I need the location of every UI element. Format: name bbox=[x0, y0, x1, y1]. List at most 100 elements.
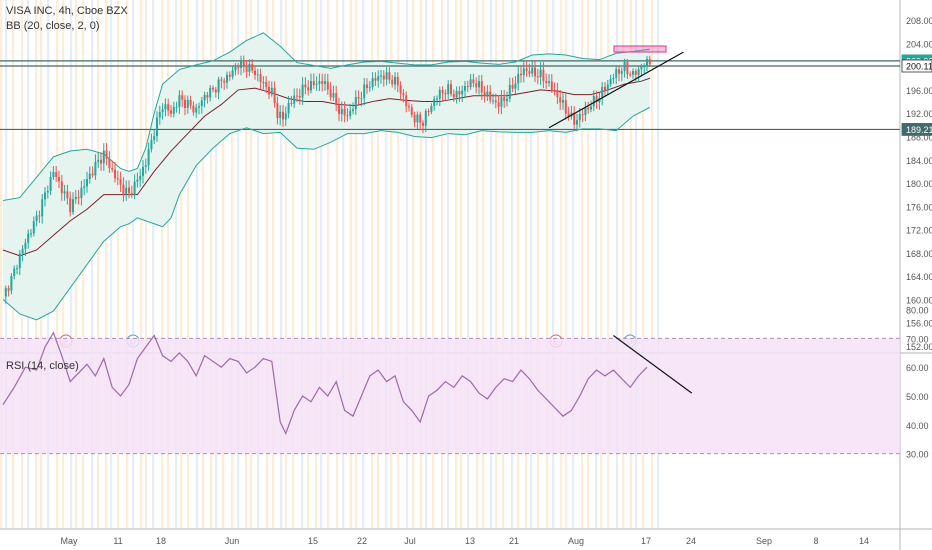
session-stripe bbox=[12, 0, 15, 352]
candle-body bbox=[156, 117, 158, 137]
candle-body bbox=[553, 89, 556, 91]
session-stripe bbox=[530, 0, 533, 352]
candle-body bbox=[486, 91, 489, 96]
session-stripe bbox=[222, 0, 225, 352]
candle-body bbox=[91, 173, 94, 176]
session-stripe bbox=[432, 0, 435, 352]
candle-body bbox=[405, 95, 408, 107]
session-stripe bbox=[237, 0, 240, 352]
candle-body bbox=[472, 79, 475, 84]
candle-body bbox=[464, 86, 466, 91]
candle-body bbox=[312, 81, 315, 85]
candle-body bbox=[158, 111, 161, 118]
candle-body bbox=[542, 69, 545, 81]
candle-body bbox=[175, 106, 178, 108]
candle-body bbox=[111, 168, 114, 170]
bb-legend[interactable]: BB (20, close, 2, 0) bbox=[6, 20, 104, 32]
candle-body bbox=[326, 81, 329, 90]
session-stripe bbox=[581, 0, 584, 352]
symbol-legend[interactable]: VISA INC, 4h, Cboe BZX bbox=[6, 5, 132, 17]
session-stripe bbox=[285, 0, 288, 352]
candle-body bbox=[200, 100, 203, 107]
candle-body bbox=[192, 105, 195, 113]
candle-body bbox=[44, 192, 46, 200]
candle-body bbox=[604, 86, 606, 91]
price-tick-label: 152.00 bbox=[906, 342, 932, 352]
candle-body bbox=[203, 94, 206, 101]
candle-body bbox=[10, 276, 13, 291]
rsi-legend[interactable]: RSI (14, close) bbox=[6, 360, 83, 372]
candle-body bbox=[598, 97, 601, 103]
candle-body bbox=[237, 67, 240, 69]
candle-body bbox=[332, 93, 335, 98]
candle-body bbox=[315, 83, 318, 85]
time-tick-label: 24 bbox=[686, 536, 696, 546]
candle-body bbox=[284, 113, 287, 120]
candle-body bbox=[24, 242, 27, 249]
candle-body bbox=[226, 74, 228, 83]
candle-body bbox=[559, 97, 562, 103]
session-stripe bbox=[27, 0, 30, 352]
symbol-title: VISA INC, 4h, Cboe BZX bbox=[6, 5, 128, 17]
session-stripe bbox=[635, 0, 638, 352]
candle-body bbox=[388, 72, 391, 80]
price-tick-label: 160.00 bbox=[906, 295, 932, 305]
candle-body bbox=[422, 122, 424, 126]
candle-body bbox=[262, 81, 265, 83]
session-stripe bbox=[342, 0, 345, 352]
time-tick-label: Jun bbox=[225, 536, 240, 546]
session-stripe bbox=[210, 0, 213, 352]
candle-body bbox=[480, 81, 483, 93]
candle-body bbox=[304, 84, 307, 88]
session-stripe bbox=[35, 0, 38, 352]
session-stripe bbox=[371, 0, 374, 352]
candle-body bbox=[461, 90, 464, 95]
candle-body bbox=[478, 81, 480, 88]
candle-body bbox=[382, 75, 385, 80]
candle-body bbox=[198, 106, 200, 108]
candle-body bbox=[301, 84, 304, 98]
candle-body bbox=[80, 187, 83, 198]
candle-body bbox=[629, 74, 632, 76]
candle-body bbox=[298, 95, 301, 98]
price-tick-label: 188.00 bbox=[906, 132, 932, 142]
time-tick-label: 15 bbox=[308, 536, 318, 546]
candle-body bbox=[268, 86, 270, 95]
candle-body bbox=[270, 87, 273, 95]
session-stripe bbox=[301, 0, 304, 352]
time-tick-label: 8 bbox=[813, 536, 818, 546]
session-stripe bbox=[385, 0, 388, 352]
session-stripe bbox=[336, 0, 339, 352]
candle-body bbox=[517, 73, 520, 84]
candle-body bbox=[374, 78, 377, 81]
candle-body bbox=[100, 159, 102, 164]
candle-body bbox=[83, 186, 86, 188]
time-tick-label: Sep bbox=[756, 536, 772, 546]
session-stripe bbox=[616, 0, 619, 352]
candle-body bbox=[186, 99, 189, 109]
candle-body bbox=[506, 98, 508, 102]
candle-body bbox=[500, 97, 503, 107]
candle-body bbox=[228, 74, 231, 77]
bb-lower-line bbox=[2, 106, 651, 321]
candle-body bbox=[394, 76, 396, 85]
candle-body bbox=[130, 193, 133, 196]
candle-body bbox=[363, 84, 366, 99]
session-stripe bbox=[622, 0, 625, 352]
candle-body bbox=[195, 107, 198, 113]
session-stripe bbox=[441, 0, 444, 352]
candle-body bbox=[595, 95, 598, 103]
candle-body bbox=[18, 253, 21, 269]
candle-body bbox=[399, 85, 402, 94]
candle-body bbox=[293, 95, 296, 104]
candle-body bbox=[483, 92, 486, 96]
candle-body bbox=[161, 109, 164, 112]
candle-body bbox=[60, 181, 63, 194]
candle-body bbox=[620, 71, 623, 74]
session-stripe bbox=[231, 0, 234, 352]
session-stripe bbox=[327, 0, 330, 352]
candle-body bbox=[402, 93, 405, 96]
candle-body bbox=[142, 166, 144, 176]
session-stripe bbox=[572, 0, 575, 352]
